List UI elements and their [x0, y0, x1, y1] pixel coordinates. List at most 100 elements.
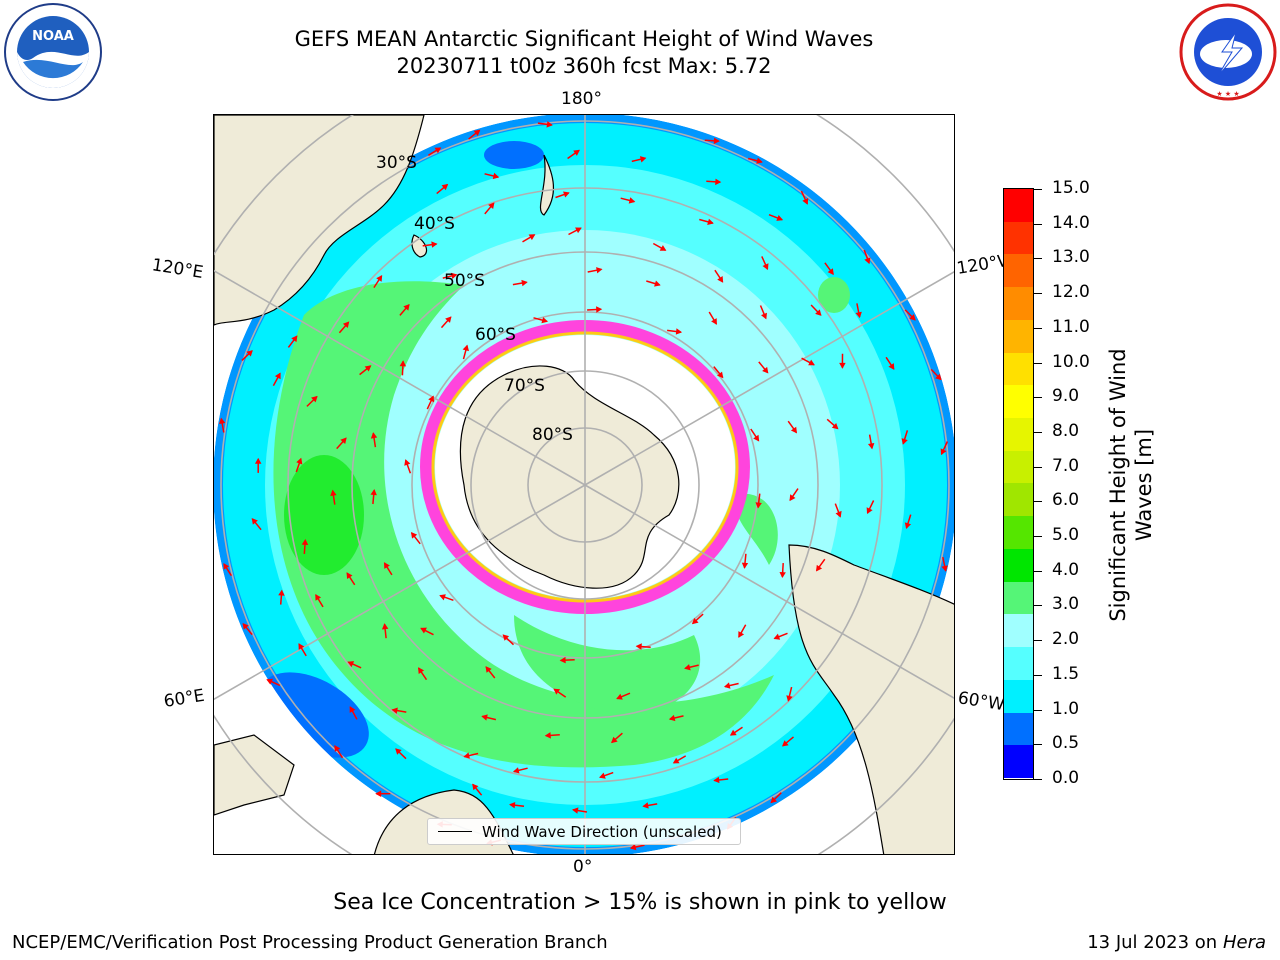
wave-arrow-head [755, 502, 762, 509]
wave-arrow-head [761, 312, 767, 320]
wave-arrow-head [370, 489, 377, 496]
wave-arrow-head [274, 372, 281, 380]
colorbar-tick-label: 10.0 [1052, 351, 1090, 372]
wave-arrow-head [659, 245, 667, 251]
colorbar-tick-label: 14.0 [1052, 212, 1090, 233]
wave-arrow-head [481, 714, 488, 721]
lon-label-60w: 60°W [956, 688, 1006, 716]
colorbar-segment [1004, 418, 1033, 451]
chart-title: GEFS MEAN Antarctic Significant Height o… [294, 27, 874, 51]
sea-ice-note: Sea Ice Concentration > 15% is shown in … [333, 890, 947, 915]
wave-arrow-head [839, 362, 846, 369]
south-america-land [788, 544, 954, 854]
wave-arrow-head [553, 688, 561, 695]
svg-text:★ ★ ★: ★ ★ ★ [1216, 90, 1239, 98]
footer-host: Hera [1222, 932, 1266, 953]
wave-arrow-head [528, 234, 536, 241]
wave-band-west [273, 281, 774, 768]
wave-arrow-head [450, 272, 458, 280]
wave-arrow-head [941, 565, 948, 572]
wave-arrow-head [521, 279, 528, 287]
colorbar-tick [1034, 779, 1042, 780]
wave-arrow-head [311, 395, 318, 403]
colorbar-tick-label: 8.0 [1052, 420, 1080, 441]
wave-arrow-head [831, 422, 839, 430]
colorbar-segment [1004, 581, 1033, 615]
wave-arrow-head [770, 796, 778, 804]
wave-arrow-head [717, 371, 724, 379]
colorbar-segment [1004, 450, 1033, 484]
wave-arrow-head [370, 432, 378, 439]
wave-arrow-head [462, 344, 469, 352]
new-zealand-land [539, 154, 555, 216]
wave-arrow-head [762, 366, 769, 374]
colorbar-segment [1004, 548, 1033, 582]
lat-label-40s: 40°S [414, 214, 455, 234]
wave-arrow-head [492, 172, 500, 180]
wave-arrow-head [675, 328, 683, 335]
nws-logo-icon: ★ ★ ★ [1179, 3, 1277, 101]
wave-arrow-head [403, 304, 410, 311]
wave-arrow-head [904, 522, 912, 529]
wave-arrow-head [502, 634, 510, 641]
wave-arrow-head [901, 438, 908, 445]
chart-subtitle: 20230711 t00z 360h fcst Max: 5.72 [396, 54, 772, 78]
wave-arrow-head [254, 457, 262, 464]
lon-label-180: 180° [561, 89, 602, 109]
noaa-logo-icon: NOAA [4, 3, 102, 101]
colorbar-segment [1004, 679, 1033, 713]
wave-arrow-head [815, 309, 822, 316]
colorbar-tick-label: 3.0 [1052, 594, 1080, 615]
wave-arrow-head [596, 306, 603, 313]
wave-arrow-head [391, 707, 398, 714]
colorbar-segment [1004, 385, 1033, 419]
wave-arrow-head [298, 643, 305, 650]
colorbar-tick-label: 0.0 [1052, 768, 1080, 788]
footer-credit: NCEP/EMC/Verification Post Processing Pr… [12, 932, 608, 953]
wave-arrow-head [349, 706, 356, 713]
wind-wave-arrows [218, 121, 949, 851]
legend-line-icon [438, 831, 472, 832]
wave-arrow-head [815, 564, 823, 572]
colorbar-tick-label: 13.0 [1052, 247, 1090, 268]
wave-arrow-head [575, 227, 582, 234]
wave-arrow-head [782, 740, 789, 747]
wave-arrow-head [684, 664, 691, 671]
wave-arrow-head [395, 748, 402, 755]
legend-label: Wind Wave Direction (unscaled) [482, 822, 722, 841]
wave-arrow-head [340, 437, 347, 445]
wave-arrow-head [867, 442, 875, 450]
colorbar-segment [1004, 712, 1033, 746]
colorbar-tick-label: 1.5 [1052, 663, 1080, 684]
wave-arrow-head [866, 507, 873, 515]
wave-arrow-head [776, 214, 784, 221]
wave-arrow-head [439, 594, 446, 601]
colorbar-tick [1034, 536, 1042, 538]
colorbar-tick [1034, 640, 1042, 642]
wave-arrow-head [404, 459, 411, 466]
wave-arrow-head [790, 426, 798, 434]
wave-arrow-head [509, 802, 516, 809]
wave-arrow-head [410, 531, 418, 539]
colorbar-segment [1004, 319, 1033, 353]
wave-arrow-head [779, 571, 786, 579]
colorbar-segment [1004, 352, 1033, 386]
wave-arrow-head [473, 129, 481, 136]
wave-arrow-head [738, 631, 745, 638]
wave-arrow-head [717, 276, 724, 283]
wave-arrow-head [431, 241, 438, 248]
wave-arrow-head [266, 678, 274, 685]
wave-arrow-head [610, 736, 618, 744]
wave-arrow-head [707, 218, 714, 225]
wave-arrow-head [756, 157, 763, 164]
colorbar-segment [1004, 189, 1033, 222]
wave-arrow-head [672, 757, 680, 764]
wave-arrow-head [342, 321, 350, 329]
colorbar-tick [1034, 362, 1042, 364]
wave-arrow-head [628, 197, 636, 204]
colorbar-tick-label: 5.0 [1052, 525, 1080, 546]
colorbar-tick [1034, 397, 1042, 399]
wave-arrow-head [888, 363, 895, 370]
wave-arrow-head [723, 682, 731, 689]
wave-arrow-head [376, 275, 383, 282]
